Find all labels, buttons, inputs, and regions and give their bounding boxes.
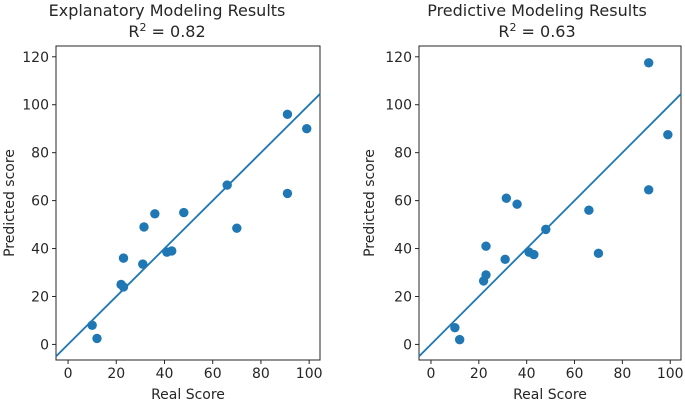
y-tick-label: 20 [394,289,412,305]
scatter-point [150,209,160,219]
scatter-point [138,259,148,269]
y-tick-label: 120 [385,50,412,66]
y-tick-label: 60 [394,194,412,210]
x-tick-label: 40 [156,366,174,382]
axes-box [55,45,321,361]
y-tick-label: 40 [31,242,49,258]
predictive-modeling-chart: 0 20 40 60 80 100 0 20 40 60 80 100 120 Predictive Mo… [362,1,684,403]
chart-subtitle: R2 = 0.82 [128,21,205,41]
scatter-point [541,224,551,235]
axes-box [418,45,682,361]
scatter-point [179,207,189,218]
scatter-point [282,109,293,120]
scatter-point [500,254,510,265]
scatter-point [481,241,491,251]
y-tick-label: 100 [22,98,49,114]
identity-line [418,93,682,358]
scatter-point [454,334,465,345]
scatter-point [222,180,232,190]
y-tick-label: 100 [385,98,412,114]
x-tick-label: 0 [64,366,73,382]
scatter-point [167,246,177,256]
scatter-point [450,322,460,333]
y-axis-label: Predicted score [362,149,378,257]
scatter-point [643,58,654,68]
scatter-point [232,223,242,233]
y-tick-label: 0 [403,337,412,353]
identity-line [55,93,321,358]
chart-subtitle: R2 = 0.63 [498,21,575,41]
scatter-point [529,249,539,260]
chart-title: Predictive Modeling Results [427,1,647,20]
scatter-point [87,320,97,330]
scatter-point [118,282,129,292]
y-tick-label: 60 [31,194,49,210]
scatter-point [282,188,293,199]
scatter-point [584,205,594,215]
y-tick-label: 20 [31,289,49,305]
x-axis-label: Real Score [151,387,225,402]
y-tick-label: 120 [22,50,49,66]
scatter-point [593,248,604,259]
scatter-point [512,199,522,209]
x-tick-label: 60 [204,366,222,382]
scatter-point [139,222,149,232]
x-tick-label: 80 [613,366,631,382]
scatter-point [92,333,102,344]
scatter-point [643,185,654,195]
y-tick-label: 80 [394,146,412,162]
x-tick-label: 100 [296,366,323,382]
chart-title: Explanatory Modeling Results [49,1,286,20]
y-tick-label: 80 [31,146,49,162]
explanatory-modeling-chart: 0 20 40 60 80 100 0 20 40 60 80 100 120 Explanatory M… [2,1,323,403]
scatter-point [481,270,491,280]
y-tick-label: 40 [394,242,412,258]
scatter-point [118,253,129,263]
x-tick-label: 40 [518,366,536,382]
scatter-point [501,193,512,203]
x-tick-label: 60 [566,366,584,382]
x-tick-label: 20 [107,366,125,382]
x-axis-label: Real Score [513,387,587,402]
x-tick-label: 0 [427,366,436,382]
x-tick-label: 100 [657,366,684,382]
scatter-point [663,129,673,140]
y-tick-label: 0 [40,337,49,353]
x-tick-label: 80 [252,366,270,382]
x-tick-label: 20 [470,366,488,382]
scatter-point [302,123,312,134]
y-axis-label: Predicted score [2,149,18,257]
